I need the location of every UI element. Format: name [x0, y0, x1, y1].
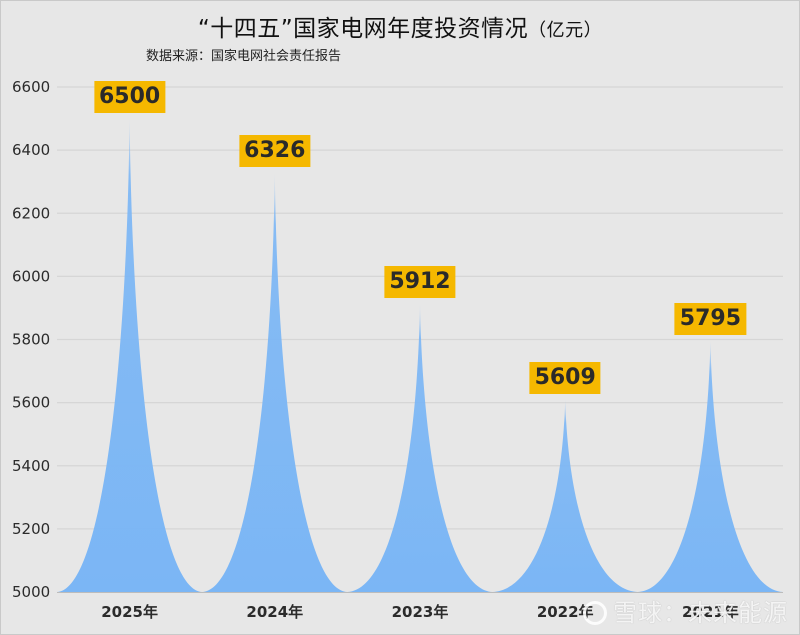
y-tick-label: 5000	[12, 583, 50, 601]
data-label: 5609	[529, 361, 601, 394]
y-axis-ticks: 5000 5200 5400 5600 5800 6000 6200 6400 6600	[12, 78, 50, 601]
x-tick-label: 2024年	[246, 603, 303, 621]
y-tick-label: 6400	[12, 141, 50, 159]
spike-2023年	[347, 304, 493, 592]
chart-title: “十四五”国家电网年度投资情况（亿元）	[0, 9, 800, 43]
spike-2022年	[492, 399, 638, 592]
spike-2024年	[202, 173, 348, 592]
y-tick-label: 6000	[12, 267, 50, 285]
spike-2025年	[57, 118, 203, 592]
spike-2021年	[637, 341, 783, 592]
x-tick-label: 2025年	[101, 603, 158, 621]
data-label: 5912	[384, 266, 456, 299]
x-tick-label: 2023年	[392, 603, 449, 621]
x-axis-ticks: 2025年 2024年 2023年 2022年 2021年	[101, 603, 739, 621]
y-tick-label: 5400	[12, 457, 50, 475]
watermark-text: 雪球：未来能源	[613, 599, 788, 627]
y-tick-label: 5800	[12, 331, 50, 349]
data-label: 6500	[93, 80, 166, 113]
y-tick-label: 5200	[12, 520, 50, 538]
snowball-logo-icon	[583, 601, 607, 625]
chart-title-text: “十四五”国家电网年度投资情况	[197, 16, 529, 42]
data-spikes	[57, 118, 783, 592]
data-label: 5795	[674, 303, 747, 336]
x-tick-label: 2022年	[537, 603, 594, 621]
chart-subtitle: 数据来源：国家电网社会责任报告	[146, 49, 342, 64]
y-tick-label: 6600	[12, 78, 50, 96]
chart-title-unit: （亿元）	[528, 20, 603, 41]
watermark: 雪球：未来能源	[583, 593, 788, 628]
y-tick-label: 5600	[12, 394, 50, 412]
x-tick-label: 2021年	[682, 603, 739, 621]
y-tick-label: 6200	[12, 204, 50, 222]
data-label: 6326	[239, 135, 311, 168]
